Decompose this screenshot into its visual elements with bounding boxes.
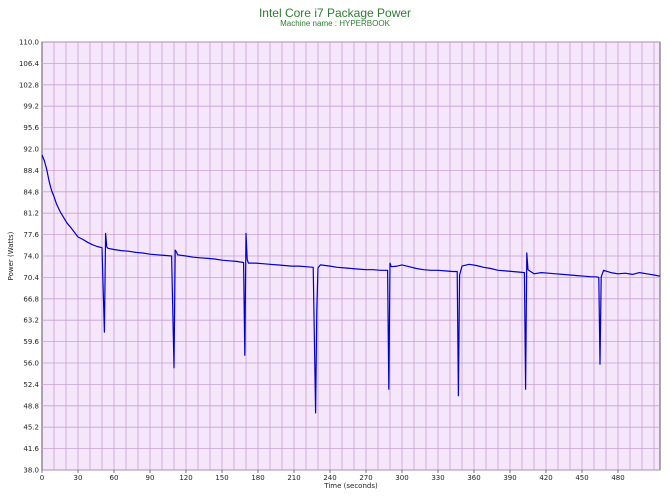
y-tick-label: 106.4 [19, 60, 40, 68]
y-tick-label: 74.0 [23, 253, 39, 261]
y-tick-label: 102.8 [19, 81, 39, 89]
y-tick-label: 41.6 [23, 445, 39, 453]
x-tick-label: 60 [110, 474, 119, 482]
x-tick-label: 360 [467, 474, 480, 482]
y-tick-label: 81.2 [23, 210, 39, 218]
chart-subtitle: Machine name : HYPERBOOK [280, 19, 390, 28]
y-tick-label: 99.2 [23, 103, 39, 111]
y-tick-label: 52.4 [23, 381, 39, 389]
y-axis-ticks: 38.0 41.6 45.2 48.8 52.4 56.0 59.6 63.2 66.8 70.4… [19, 39, 40, 475]
y-tick-label: 66.8 [23, 295, 39, 303]
y-tick-label: 95.6 [23, 124, 39, 132]
y-tick-label: 48.8 [23, 402, 39, 410]
y-axis-label: Power (Watts) [7, 231, 15, 280]
y-tick-label: 110.0 [19, 39, 39, 47]
y-tick-label: 77.6 [23, 231, 39, 239]
grid-lines [42, 41, 660, 471]
series-group [41, 154, 661, 414]
chart-title: Intel Core i7 Package Power [258, 6, 412, 20]
y-tick-label: 92.0 [23, 146, 39, 154]
x-tick-label: 180 [251, 474, 264, 482]
x-tick-label: 480 [611, 474, 624, 482]
x-axis-ticks: 0 30 60 90 120 150 180 210 240 270 300 330 360 390 420… [40, 470, 625, 482]
x-tick-label: 120 [179, 474, 192, 482]
series-line [41, 154, 661, 414]
y-tick-label: 45.2 [23, 424, 39, 432]
y-tick-label: 70.4 [23, 274, 39, 282]
y-tick-label: 56.0 [23, 360, 39, 368]
x-tick-label: 90 [146, 474, 155, 482]
x-tick-label: 240 [323, 474, 336, 482]
x-tick-label: 390 [503, 474, 516, 482]
x-tick-label: 300 [395, 474, 408, 482]
y-tick-label: 88.4 [23, 167, 39, 175]
x-axis-label: Time (seconds) [323, 482, 378, 490]
x-tick-label: 0 [40, 474, 44, 482]
y-tick-label: 59.6 [23, 338, 39, 346]
x-tick-label: 450 [575, 474, 588, 482]
y-tick-label: 84.8 [23, 188, 39, 196]
y-tick-label: 38.0 [23, 467, 39, 475]
x-tick-label: 30 [74, 474, 83, 482]
x-tick-label: 210 [287, 474, 300, 482]
x-tick-label: 150 [215, 474, 228, 482]
y-tick-label: 63.2 [23, 317, 39, 325]
x-tick-label: 270 [359, 474, 372, 482]
x-tick-label: 330 [431, 474, 444, 482]
x-tick-label: 420 [539, 474, 552, 482]
